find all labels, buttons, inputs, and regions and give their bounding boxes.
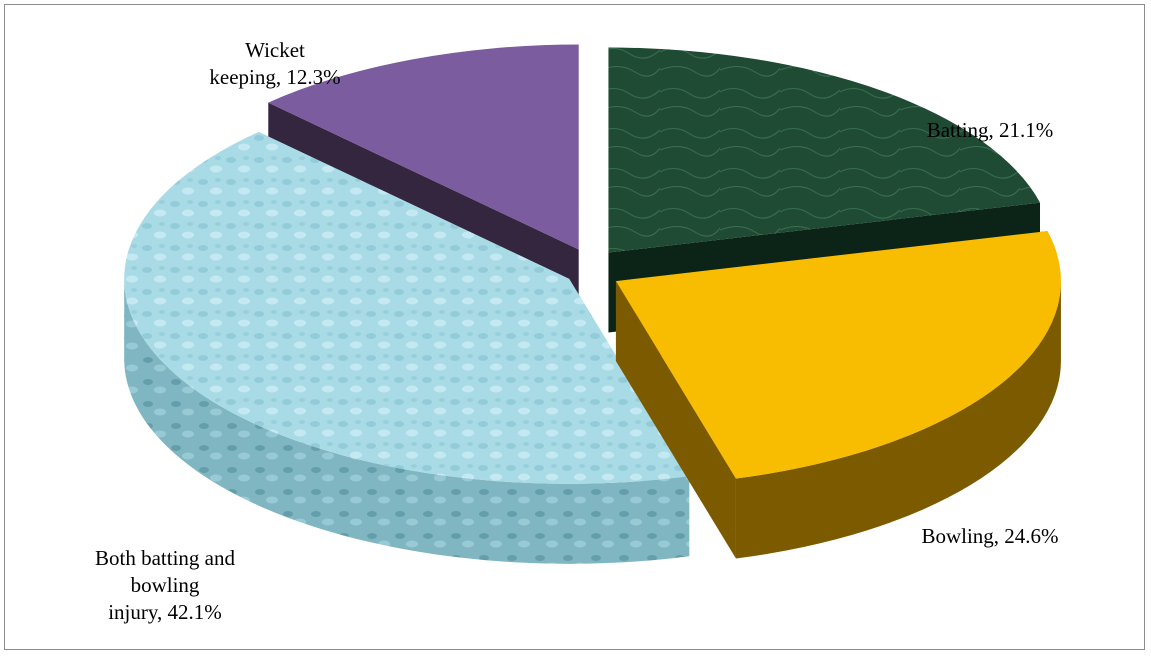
pie-slice-side	[735, 281, 1061, 559]
pie-slice-top	[615, 231, 1061, 479]
pie-label-bowling: Bowling, 24.6%	[921, 524, 1058, 548]
pie-slice-top	[268, 44, 579, 250]
pie-slice-both-batting-and-bowling-injury	[124, 131, 690, 564]
pie-slice-top	[608, 47, 1041, 253]
pie-slice-wall	[615, 281, 736, 559]
slices-layer	[124, 44, 1061, 564]
pie-slice-side	[124, 278, 690, 564]
pie-slice-top	[124, 131, 690, 484]
pie-label-wicket-keeping: Wicket keeping, 12.3%	[209, 38, 340, 89]
pie-label-both-batting-and-bowling-injury: Both batting and bowling injury, 42.1%	[95, 546, 235, 624]
pie-label-batting: Batting, 21.1%	[927, 118, 1054, 142]
pie-slice-bowling	[615, 231, 1061, 559]
labels-layer: Batting, 21.1% Bowling, 24.6% Both batting…	[95, 38, 1059, 624]
